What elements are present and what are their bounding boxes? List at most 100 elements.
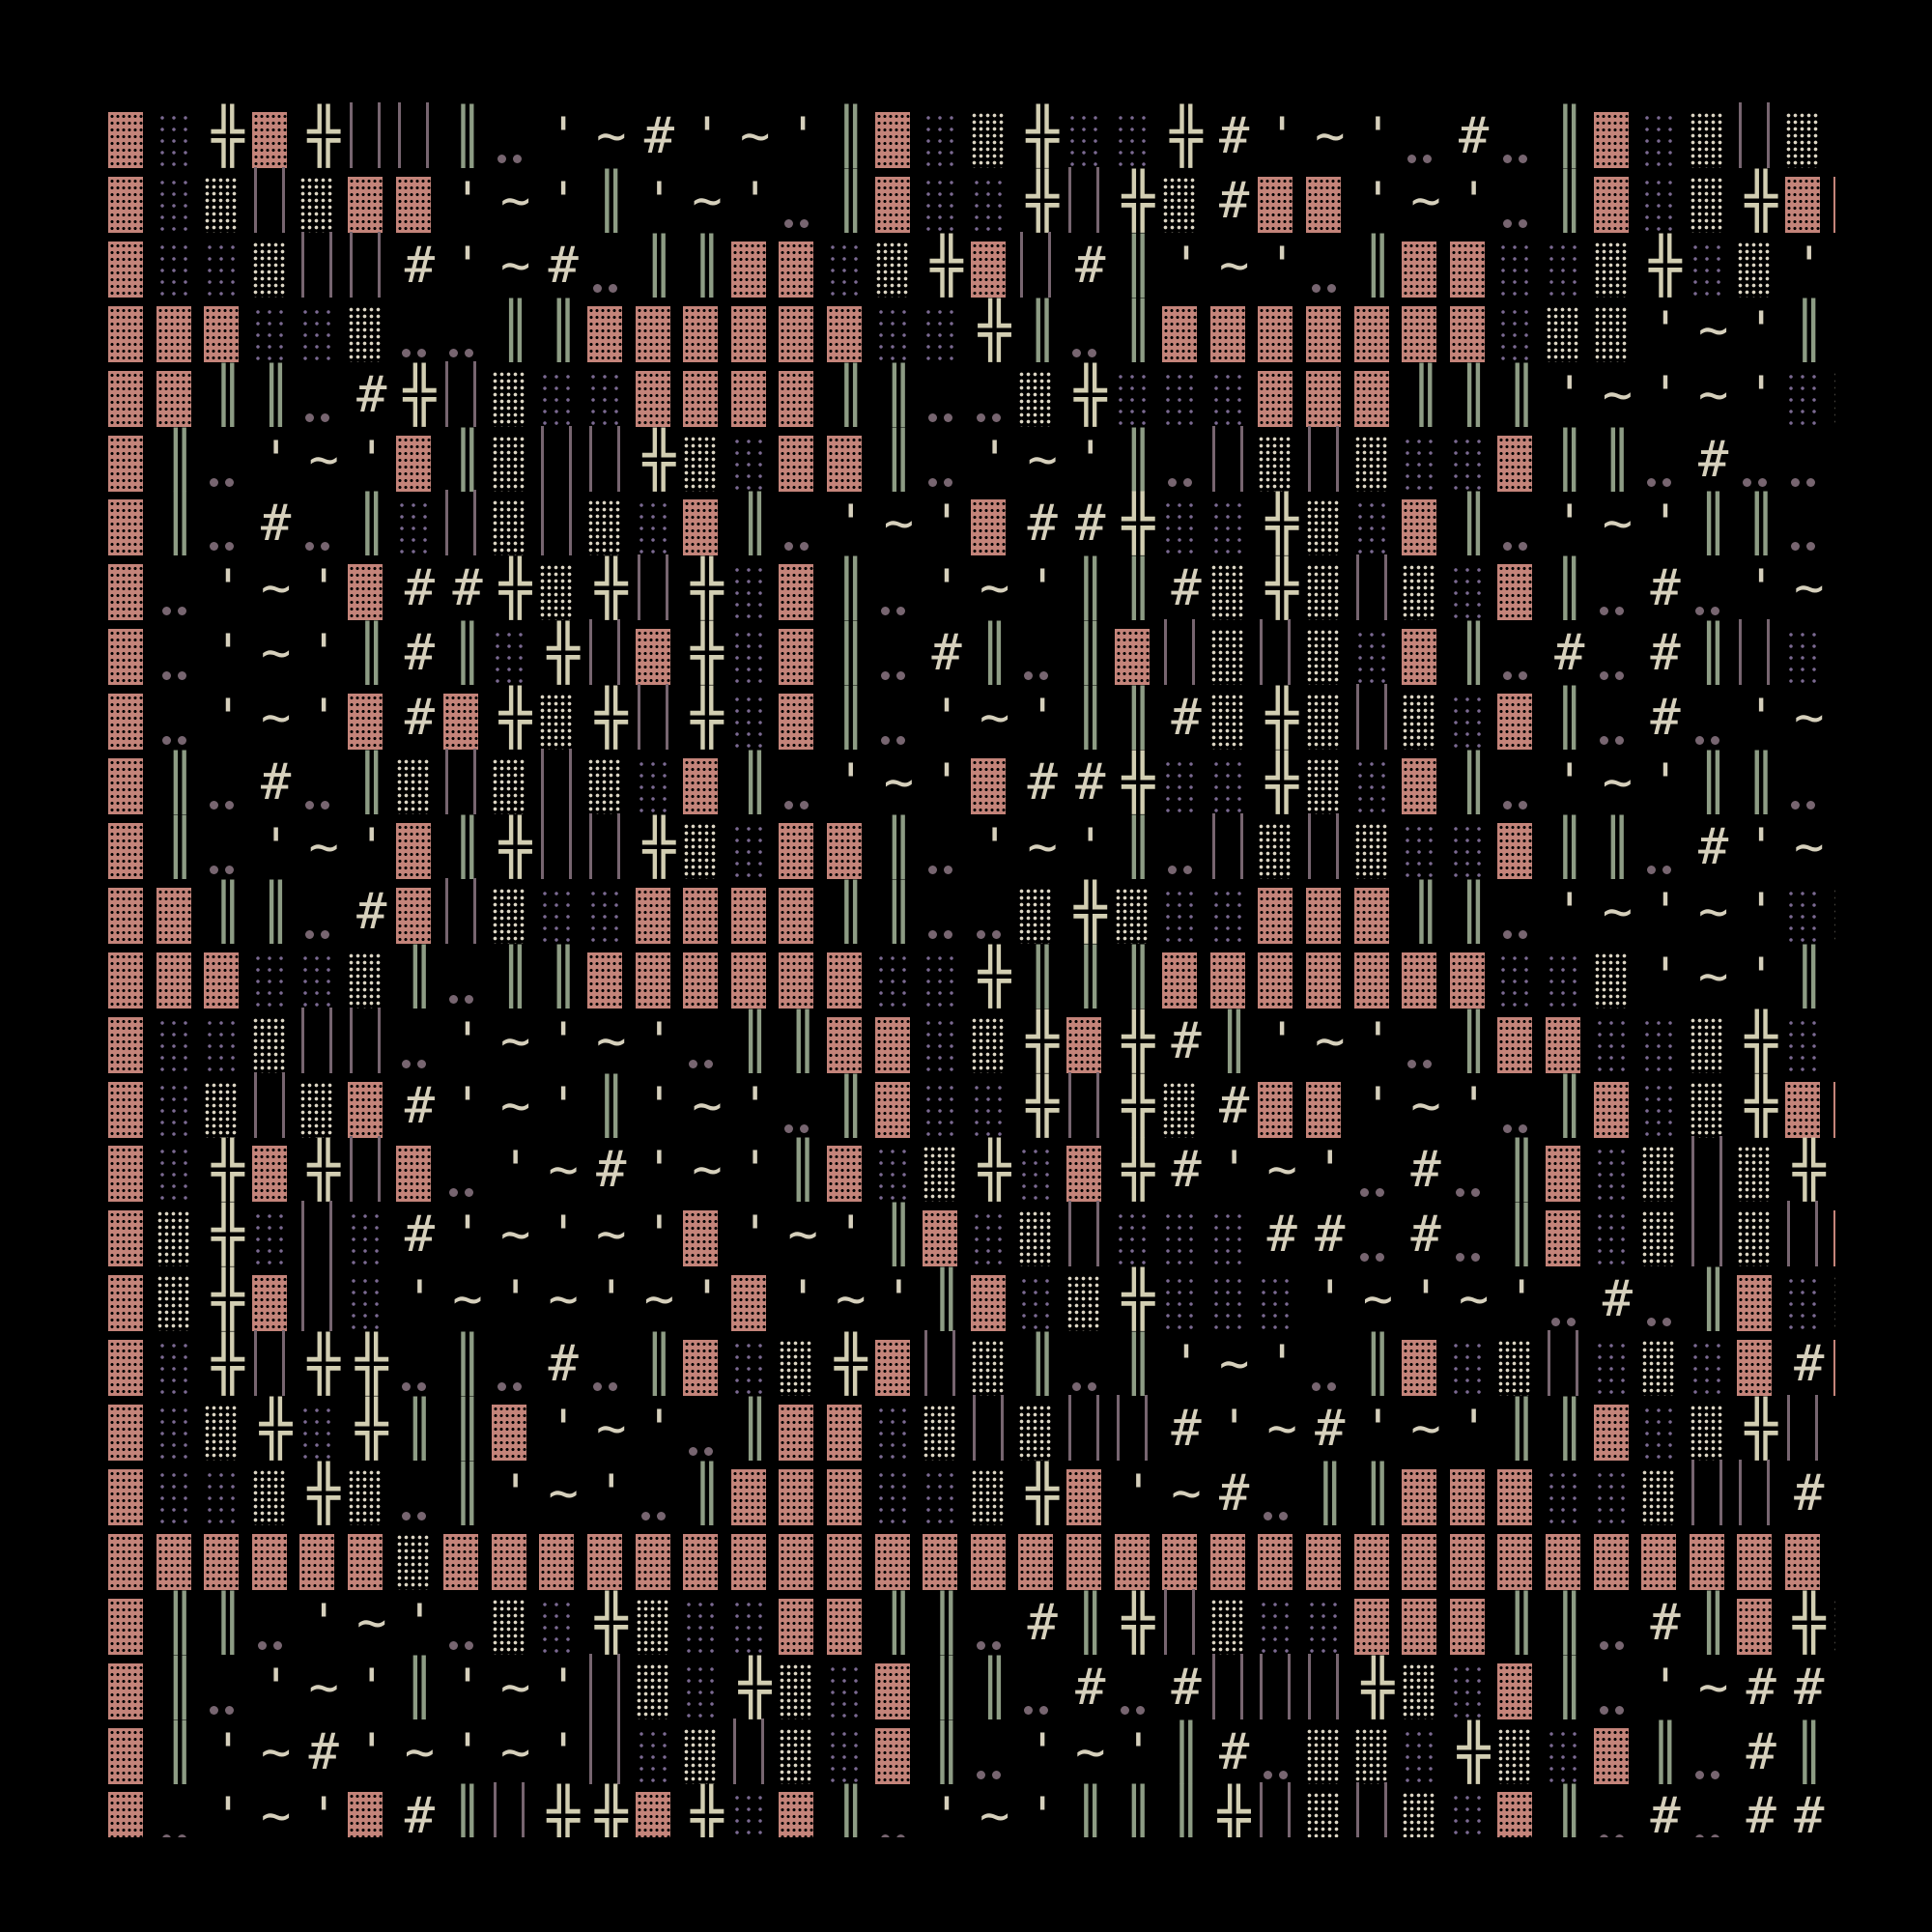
dense-block	[1402, 1332, 1450, 1397]
dots-glyph	[1546, 1267, 1594, 1332]
double-bar-glyph: ║	[1073, 557, 1107, 621]
quote-glyph: '	[1362, 1076, 1394, 1135]
double-bar-glyph: ║	[691, 1462, 724, 1525]
sparse-shade	[299, 945, 348, 1009]
dots-glyph	[299, 751, 348, 815]
sparse-shade	[1497, 945, 1546, 1009]
sparse-shade	[923, 169, 971, 234]
quote-glyph: '	[1362, 107, 1394, 165]
sparse-shade	[1449, 686, 1498, 751]
dense-block	[1737, 1526, 1785, 1591]
sparse-shade	[923, 945, 971, 1009]
medium-shade	[1737, 1203, 1785, 1267]
sparse-shade	[156, 169, 205, 234]
sparse-shade	[1785, 363, 1833, 428]
dense-block	[1306, 169, 1354, 234]
dense-block	[779, 1526, 827, 1591]
cross-glyph: ╬	[594, 1591, 628, 1655]
dots-glyph	[779, 1074, 827, 1139]
dense-block	[1497, 815, 1546, 880]
hash-glyph: #	[1650, 689, 1681, 748]
dense-block	[204, 298, 252, 363]
quote-glyph: '	[1833, 1656, 1835, 1720]
medium-shade	[923, 1138, 971, 1203]
quote-glyph: '	[1266, 1335, 1297, 1394]
dots-glyph	[1594, 1591, 1642, 1656]
double-bar-glyph: ║	[1696, 622, 1730, 686]
bar-pair	[1737, 1459, 1785, 1526]
cross-glyph: ╬	[691, 687, 724, 751]
medium-shade	[635, 1591, 684, 1656]
sparse-shade	[1114, 1203, 1163, 1267]
dense-block	[827, 1462, 875, 1526]
sparse-shade	[1833, 428, 1835, 493]
double-bar-glyph: ║	[1505, 1204, 1539, 1267]
quote-glyph: '	[356, 1658, 387, 1717]
quote-glyph: '	[643, 1076, 675, 1135]
double-bar-glyph: ║	[882, 428, 916, 492]
hash-glyph: #	[356, 882, 387, 941]
cross-glyph: ╬	[594, 1785, 628, 1837]
medium-shade	[1833, 1591, 1835, 1656]
cross-glyph: ╬	[1073, 880, 1107, 944]
dots-glyph	[1594, 1784, 1642, 1837]
dense-block	[683, 1203, 731, 1267]
dense-block	[1546, 1203, 1594, 1267]
medium-shade	[1018, 1397, 1066, 1462]
cross-glyph: ╬	[1217, 1785, 1251, 1837]
double-bar-glyph: ║	[642, 234, 676, 298]
dense-block	[1593, 104, 1642, 169]
double-bar-glyph: ║	[1170, 1785, 1203, 1837]
dots-glyph	[971, 1591, 1019, 1656]
dense-block	[587, 298, 636, 363]
medium-shade	[348, 1462, 396, 1526]
sparse-shade	[970, 1074, 1019, 1139]
dense-block	[1449, 1462, 1498, 1526]
sparse-shade	[1114, 104, 1163, 169]
dots-glyph	[396, 1332, 444, 1397]
quote-glyph: '	[931, 1787, 962, 1837]
dense-block	[1258, 298, 1306, 363]
hash-glyph: #	[1794, 1463, 1825, 1522]
quote-glyph: '	[1650, 882, 1681, 941]
cross-glyph: ╬	[307, 1462, 341, 1525]
quote-glyph: '	[1362, 171, 1394, 230]
double-bar-glyph: ║	[1649, 1720, 1682, 1784]
quote-glyph: '	[260, 817, 292, 876]
double-bar-glyph: ║	[738, 1009, 772, 1073]
dots-glyph	[1641, 428, 1690, 493]
dots-glyph	[1306, 1332, 1354, 1397]
tilde-glyph: ~	[1697, 1658, 1729, 1717]
dense-block	[108, 880, 156, 945]
medium-shade	[539, 556, 587, 621]
medium-shade	[1689, 104, 1738, 169]
dots-glyph	[1450, 1203, 1498, 1267]
sparse-shade	[348, 1267, 396, 1332]
medium-shade	[1737, 1138, 1785, 1203]
sparse-shade	[874, 298, 923, 363]
double-bar-glyph: ║	[498, 945, 532, 1009]
cross-glyph: ╬	[498, 687, 532, 751]
dense-block	[1497, 1462, 1546, 1526]
cross-glyph: ╬	[1833, 492, 1835, 556]
tilde-glyph: ~	[356, 1593, 387, 1652]
double-bar-glyph: ║	[930, 1656, 963, 1719]
dense-block	[1449, 1526, 1498, 1591]
dense-block	[1162, 945, 1210, 1009]
dense-block	[779, 1591, 827, 1656]
medium-shade	[970, 1332, 1019, 1397]
cross-glyph: ╬	[307, 1333, 341, 1397]
tilde-glyph: ~	[692, 171, 723, 230]
dense-block	[348, 686, 396, 751]
bar-pair	[971, 1395, 1019, 1462]
sparse-shade	[539, 363, 587, 428]
hash-glyph: #	[404, 1076, 436, 1135]
medium-shade	[587, 751, 636, 815]
cross-glyph: ╬	[1265, 752, 1299, 814]
dense-block	[108, 1656, 156, 1720]
cross-glyph: ╬	[212, 105, 244, 168]
hash-glyph: #	[1266, 1206, 1297, 1264]
quote-glyph: '	[1650, 947, 1681, 1006]
quote-glyph: '	[692, 107, 723, 165]
dense-block	[1306, 945, 1354, 1009]
